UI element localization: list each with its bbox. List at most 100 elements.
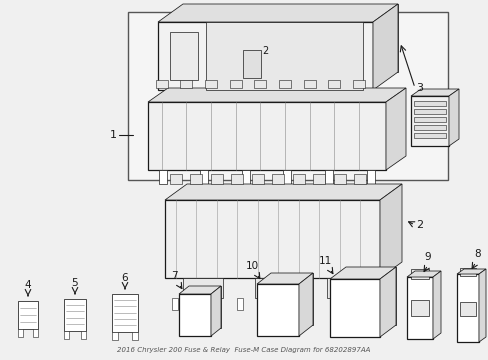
Bar [352,80,364,88]
Bar [353,174,365,184]
Polygon shape [379,184,401,278]
Bar [459,268,475,276]
Bar [64,331,69,339]
Polygon shape [179,286,221,294]
Bar [243,50,261,78]
Text: 5: 5 [72,278,78,288]
Bar [327,80,339,88]
Bar [459,302,475,316]
Bar [132,332,138,340]
Bar [156,80,168,88]
Bar [204,80,217,88]
Bar [292,174,305,184]
Bar [112,294,138,332]
Bar [413,101,445,106]
Bar [254,278,294,298]
Polygon shape [478,269,485,342]
Polygon shape [432,271,440,339]
Bar [329,279,379,337]
Polygon shape [406,271,440,277]
Text: 4: 4 [24,280,31,290]
Bar [170,174,182,184]
Bar [366,170,374,184]
Text: 2016 Chrysler 200 Fuse & Relay  Fuse-M Case Diagram for 68202897AA: 2016 Chrysler 200 Fuse & Relay Fuse-M Ca… [117,347,370,353]
Bar [18,329,23,337]
Text: 8: 8 [474,249,480,259]
Polygon shape [298,273,312,336]
Bar [312,174,325,184]
Bar [257,284,298,336]
Bar [279,80,290,88]
Bar [148,102,385,170]
Text: 10: 10 [245,261,258,271]
Bar [413,133,445,138]
Bar [172,298,178,310]
Bar [268,298,274,310]
Bar [180,80,192,88]
Bar [333,298,339,310]
Bar [81,331,86,339]
Bar [456,274,478,342]
Polygon shape [210,286,221,336]
Text: 9: 9 [424,252,430,262]
Bar [33,329,38,337]
Bar [18,301,38,329]
Bar [128,12,447,180]
Polygon shape [148,88,405,102]
Bar [333,174,346,184]
Bar [200,170,207,184]
Bar [112,332,118,340]
Text: 1: 1 [109,130,116,140]
Polygon shape [448,89,458,146]
Polygon shape [346,267,395,325]
Bar [302,298,307,310]
Bar [183,278,223,298]
Text: 2: 2 [416,220,423,230]
Bar [410,96,448,146]
Text: 7: 7 [170,271,177,281]
Polygon shape [205,22,362,90]
Bar [251,174,264,184]
Bar [229,80,242,88]
Bar [271,174,284,184]
Polygon shape [456,269,485,274]
Polygon shape [158,4,397,22]
Bar [158,22,372,90]
Text: 3: 3 [416,83,423,93]
Bar [413,117,445,122]
Bar [253,80,265,88]
Bar [406,277,432,339]
Polygon shape [329,267,395,279]
Polygon shape [183,4,397,72]
Bar [283,170,290,184]
Bar [170,32,198,80]
Polygon shape [257,273,312,284]
Bar [326,278,366,298]
Bar [237,298,243,310]
Bar [159,170,167,184]
Polygon shape [385,88,405,170]
Text: 11: 11 [318,256,331,266]
Bar [410,269,428,279]
Polygon shape [410,89,458,96]
Bar [413,109,445,114]
Bar [242,170,249,184]
Bar [203,298,209,310]
Polygon shape [270,273,312,325]
Bar [325,170,332,184]
Bar [410,300,428,316]
Bar [304,80,315,88]
Bar [190,174,202,184]
Polygon shape [372,4,397,90]
Text: 2: 2 [262,46,267,56]
Bar [64,299,86,331]
Bar [210,174,223,184]
Polygon shape [189,286,221,328]
Bar [179,294,210,336]
Bar [164,200,379,278]
Text: 6: 6 [122,273,128,283]
Polygon shape [164,184,401,200]
Bar [230,174,243,184]
Polygon shape [379,267,395,337]
Bar [366,298,372,310]
